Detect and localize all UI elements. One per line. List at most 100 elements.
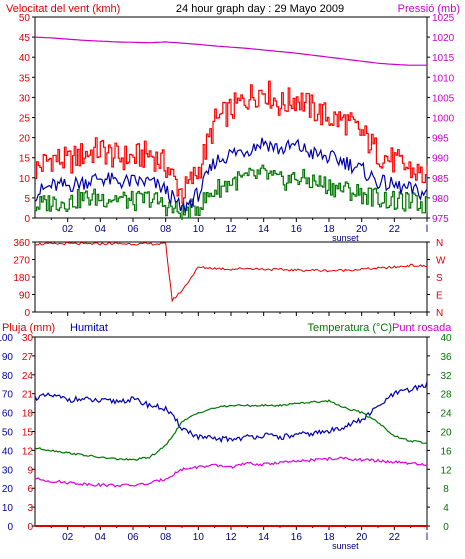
pressure-axis-label: Pressió (mb) <box>398 3 460 15</box>
temperature-tick-label: 36 <box>440 352 452 363</box>
rain-tick-label: 18 <box>22 409 34 420</box>
rain-tick-label: 15 <box>22 428 34 439</box>
x-tick-label: 18 <box>323 224 335 235</box>
wind-average-line <box>34 137 428 213</box>
rain-tick-label: 27 <box>22 352 34 363</box>
x-tick-label: 04 <box>95 224 107 235</box>
pressure-tick-label: 1025 <box>432 13 455 24</box>
pressure-tick-label: 985 <box>432 174 449 185</box>
x-tick-label: 06 <box>127 224 139 235</box>
humidity-tick-label: 60 <box>2 409 14 420</box>
pressure-tick-label: 980 <box>432 194 449 205</box>
wind-speed-tick-label: 15 <box>19 154 31 165</box>
temperature-line <box>34 399 428 461</box>
x-tick-label: 20 <box>356 532 368 543</box>
x-tick-label: 16 <box>291 532 303 543</box>
rain-tick-label: 12 <box>22 446 34 457</box>
direction-degree-tick-label: 90 <box>19 291 31 302</box>
sunset-label: sunset <box>332 233 359 243</box>
direction-compass-tick-label: S <box>436 273 443 284</box>
x-tick-label: 08 <box>160 224 172 235</box>
temperature-tick-label: 24 <box>440 409 452 420</box>
temperature-axis-label: Temperatura (°C) <box>308 322 392 334</box>
x-tick-label: 14 <box>258 532 270 543</box>
humidity-line <box>34 381 428 444</box>
x-tick-label: 10 <box>193 224 205 235</box>
x-tick-label: 22 <box>389 224 401 235</box>
direction-compass-tick-label: N <box>436 238 443 249</box>
humidity-tick-label: 30 <box>2 465 14 476</box>
sunset-label: sunset <box>332 541 359 551</box>
temperature-tick-label: 0 <box>443 522 449 533</box>
wind-speed-tick-label: 35 <box>19 73 31 84</box>
dewpoint-line <box>34 456 428 488</box>
x-tick-label: 18 <box>323 532 335 543</box>
pressure-line <box>34 36 427 66</box>
rain-tick-label: 6 <box>27 484 33 495</box>
direction-degree-tick-label: 0 <box>24 308 30 319</box>
x-tick-label: 16 <box>291 224 303 235</box>
temperature-tick-label: 12 <box>440 465 452 476</box>
temperature-tick-label: 32 <box>440 371 452 382</box>
temperature-tick-label: 28 <box>440 390 452 401</box>
wind-speed-tick-label: 50 <box>19 13 31 24</box>
rain-axis-label: Pluja (mm) <box>2 322 55 334</box>
pressure-tick-label: 1010 <box>432 73 455 84</box>
rain-tick-label: 9 <box>27 465 33 476</box>
pressure-tick-label: 1005 <box>432 93 455 104</box>
wind-speed-tick-label: 10 <box>19 174 31 185</box>
pressure-tick-label: 1015 <box>432 53 455 64</box>
humidity-tick-label: 80 <box>2 371 14 382</box>
pressure-tick-label: 995 <box>432 134 449 145</box>
x-tick-label: 10 <box>193 532 205 543</box>
humidity-tick-label: 10 <box>2 503 14 514</box>
humidity-tick-label: 50 <box>2 428 14 439</box>
temperature-tick-label: 8 <box>443 484 449 495</box>
chart-title: 24 hour graph day : 29 Mayo 2009 <box>176 3 344 15</box>
pressure-tick-label: 1000 <box>432 114 455 125</box>
temperature-tick-label: 16 <box>440 446 452 457</box>
humidity-tick-label: 40 <box>2 446 14 457</box>
x-tick-label: 04 <box>95 532 107 543</box>
data-series-group <box>34 36 428 527</box>
rain-tick-label: 21 <box>22 390 34 401</box>
direction-compass-tick-label: W <box>436 256 446 267</box>
direction-compass-tick-label: E <box>436 291 443 302</box>
rain-tick-label: 0 <box>27 522 33 533</box>
temperature-tick-label: 4 <box>443 503 449 514</box>
direction-degree-tick-label: 180 <box>13 273 30 284</box>
humidity-tick-label: 20 <box>2 484 14 495</box>
direction-compass-tick-label: N <box>436 308 443 319</box>
humidity-tick-label: 90 <box>2 352 14 363</box>
wind-speed-tick-label: 40 <box>19 53 31 64</box>
x-tick-label: 12 <box>225 532 237 543</box>
x-tick-label: 12 <box>225 224 237 235</box>
wind-speed-tick-label: 45 <box>19 33 31 44</box>
wind-speed-tick-label: 0 <box>24 214 30 225</box>
wind-speed-line <box>35 164 428 219</box>
x-tick-label: 14 <box>258 224 270 235</box>
rain-tick-label: 24 <box>22 371 34 382</box>
x-tick-label: 08 <box>160 532 172 543</box>
pressure-tick-label: 975 <box>432 214 449 225</box>
temperature-tick-label: 40 <box>440 333 452 344</box>
x-tick-label: 06 <box>127 532 139 543</box>
wind-speed-tick-label: 5 <box>24 194 30 205</box>
pressure-tick-label: 990 <box>432 154 449 165</box>
x-tick-label: l <box>426 532 428 543</box>
rain-tick-label: 30 <box>22 333 34 344</box>
x-tick-label: 20 <box>356 224 368 235</box>
humidity-tick-label: 0 <box>7 522 13 533</box>
x-tick-label: 22 <box>389 532 401 543</box>
humidity-axis-label: Humitat <box>70 322 108 334</box>
pressure-tick-label: 1020 <box>432 33 455 44</box>
wind-speed-tick-label: 20 <box>19 134 31 145</box>
wind-direction-line <box>34 241 428 303</box>
x-tick-label: 02 <box>62 224 74 235</box>
humidity-tick-label: 70 <box>2 390 14 401</box>
dewpoint-axis-label: Punt rosada <box>392 322 452 334</box>
humidity-tick-label: 100 <box>0 333 13 344</box>
